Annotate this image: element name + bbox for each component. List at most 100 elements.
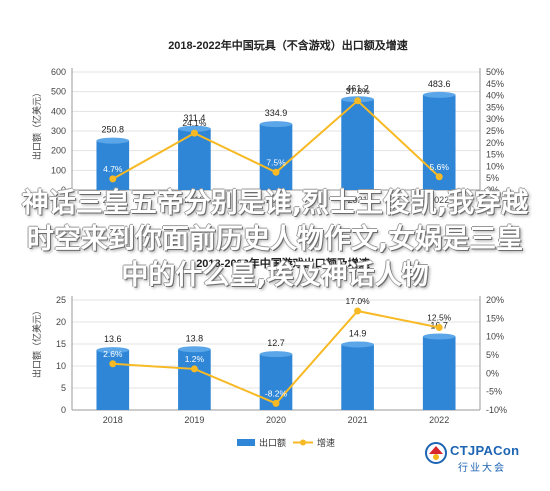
chart1-ytick-right: 20% <box>486 138 504 148</box>
chart1-bar-label: 250.8 <box>102 125 125 135</box>
chart1-growth-label: 37.8% <box>346 86 371 96</box>
chart1-xtick: 2022 <box>429 195 449 205</box>
chart2-xtick: 2021 <box>348 415 368 425</box>
legend-bar-label: 出口额 <box>259 437 286 448</box>
chart2-bar <box>341 344 374 410</box>
chart2-ytick-right: 5% <box>486 350 499 360</box>
chart2-bar-top <box>422 333 456 340</box>
chart2-growth-label: 2.6% <box>103 349 123 359</box>
chart1-growth-label: 24.1% <box>182 118 207 128</box>
chart1-growth-point <box>435 173 443 181</box>
chart2-growth-label: 12.5% <box>427 313 452 323</box>
chart2-ytick-right: -5% <box>486 387 502 397</box>
chart2-ytick-right: 20% <box>486 295 504 305</box>
chart2-growth-point <box>272 399 280 407</box>
chart1-growth-label: 5.6% <box>430 162 450 172</box>
chart1-growth-label: 7.5% <box>266 157 286 167</box>
chart1-xtick: 2021 <box>348 195 368 205</box>
chart1-bar-top <box>178 125 211 132</box>
chart1-xtick: 2018 <box>103 195 123 205</box>
legend-line-label: 增速 <box>317 437 335 448</box>
chart1-ytick-right: 0% <box>486 185 499 195</box>
chart2-xtick: 2022 <box>429 415 449 425</box>
chart1-bar-label: 334.9 <box>265 108 288 118</box>
chart1-ytick-right: 5% <box>486 173 499 183</box>
chart1-xtick: 2020 <box>266 195 286 205</box>
chart2-growth-label: -8.2% <box>265 388 288 398</box>
chart1-growth-point <box>190 129 198 137</box>
chart2-title: 2018-2022年中国游戏出口额及增速 <box>196 256 370 270</box>
chart1-growth-label: 4.7% <box>103 164 123 174</box>
chart1-ytick-left: 600 <box>51 67 66 77</box>
chart2-ylabel: 出口额（亿美元） <box>31 306 42 378</box>
chart1-ytick-left: 0 <box>61 185 66 195</box>
chart1-ytick-right: 45% <box>486 79 504 89</box>
chart2-ytick-left: 15 <box>56 339 66 349</box>
chart1-bar-label: 461.2 <box>346 83 369 93</box>
chart2-bar <box>178 349 211 410</box>
chart1-ytick-right: 40% <box>486 91 504 101</box>
chart2-xtick: 2020 <box>266 415 286 425</box>
chart1-ytick-right: 25% <box>486 126 504 136</box>
chart2-bar-label: 13.8 <box>186 333 204 343</box>
legend-bar-swatch <box>237 439 255 446</box>
chart2-xtick: 2019 <box>184 415 204 425</box>
chart2-bar-top <box>341 341 374 348</box>
chart2-ytick-left: 5 <box>61 383 66 393</box>
chart1-bar-label: 311.4 <box>183 113 205 123</box>
chart1-ytick-left: 500 <box>51 87 66 97</box>
chart1-bar <box>259 124 293 190</box>
chart2-bar-top <box>259 351 293 358</box>
chart1-bar-top <box>96 137 130 144</box>
chart1-xtick: 2019 <box>184 195 204 205</box>
chart2-ytick-left: 25 <box>56 295 66 305</box>
chart2-xtick: 2018 <box>103 415 123 425</box>
chart1-ytick-right: 15% <box>486 150 504 160</box>
chart2-legend: 出口额 增速 <box>237 437 335 448</box>
chart1-bar-top <box>422 91 456 98</box>
chart1-growth-point <box>272 168 280 176</box>
chart1-bar <box>341 99 374 190</box>
chart1-ylabel: 出口额（亿美元） <box>31 88 42 160</box>
chart2-growth-label: 1.2% <box>185 354 205 364</box>
chart2-growth-point <box>190 365 198 373</box>
chart2-bar <box>96 350 130 410</box>
headline-overlay: 神话三皇五帝分别是谁,烈士王俊凯,我穿越时空来到你面前历史人物作文,女娲是三皇中… <box>21 188 529 291</box>
chart2-bar-top <box>96 347 130 354</box>
chart1-growth-point <box>109 175 117 183</box>
chart2-ytick-right: 0% <box>486 368 499 378</box>
ctjpa-logo-icon <box>424 441 448 465</box>
chart2-ytick-right: -10% <box>486 405 507 415</box>
chart1-ytick-right: 50% <box>486 67 504 77</box>
watermark-brand-top: CTJPACon <box>450 443 520 458</box>
chart1-ytick-left: 100 <box>51 165 66 175</box>
chart2-ytick-right: 10% <box>486 332 504 342</box>
chart2-bar-top <box>178 346 211 353</box>
watermark-brand-bottom: 行业大会 <box>458 463 506 474</box>
chart1-ytick-left: 200 <box>51 146 66 156</box>
chart2-growth-point <box>109 360 117 368</box>
chart1-ytick-left: 400 <box>51 106 66 116</box>
chart1-ylabel-text: 出口额（亿美元） <box>31 88 42 160</box>
chart2-ytick-right: 15% <box>486 313 504 323</box>
chart1-ytick-right: 35% <box>486 102 504 112</box>
chart2-ylabel-text: 出口额（亿美元） <box>31 306 42 378</box>
chart-marks: 01002003004005006000%5%10%15%20%25%30%35… <box>51 67 507 425</box>
chart2-ytick-left: 10 <box>56 361 66 371</box>
chart2-ytick-left: 0 <box>61 405 66 415</box>
chart1-ytick-left: 300 <box>51 126 66 136</box>
chart2-growth-label: 17.0% <box>346 296 371 306</box>
chart2-bar-label: 13.6 <box>104 334 122 344</box>
chart2-growth-point <box>354 307 362 315</box>
chart1-ytick-right: 10% <box>486 161 504 171</box>
chart1-bar-label: 483.6 <box>428 79 451 89</box>
chart2-bar <box>422 336 456 410</box>
chart2-growth-point <box>435 324 443 331</box>
chart1-bar-top <box>259 121 293 128</box>
chart2-bar-label: 12.7 <box>267 338 285 348</box>
legend-line-marker <box>300 439 306 446</box>
chart1-title: 2018-2022年中国玩具（不含游戏）出口额及增速 <box>168 38 408 52</box>
chart2-bar-label: 14.9 <box>349 328 367 338</box>
